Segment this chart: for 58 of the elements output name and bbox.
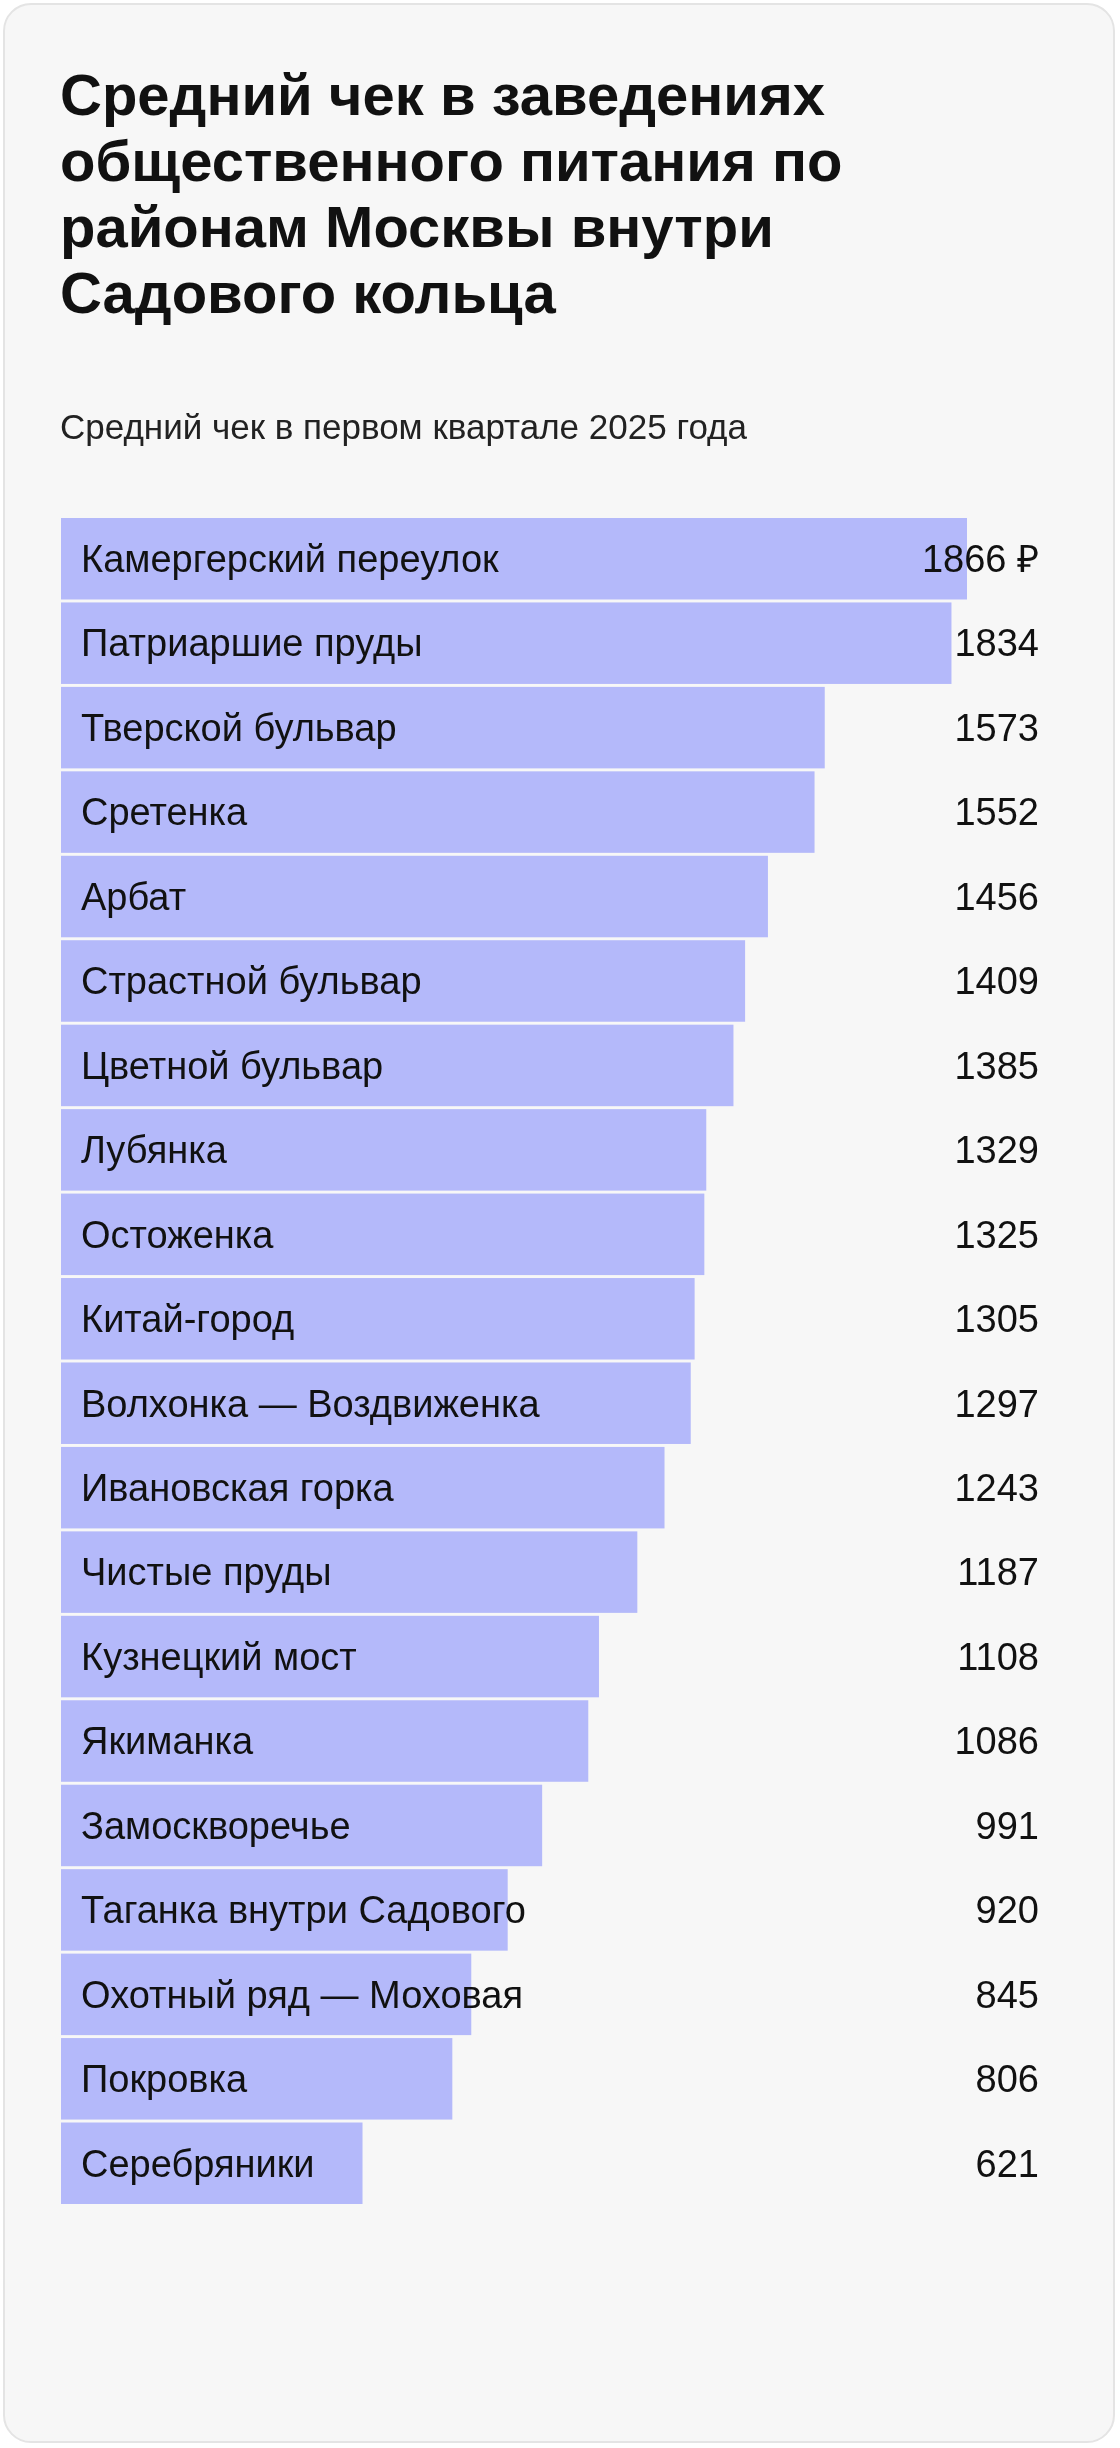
data-label: 1325	[954, 1213, 1039, 1256]
chart-subtitle: Средний чек в первом квартале 2025 года	[60, 406, 747, 448]
data-label: 1187	[957, 1551, 1039, 1594]
bar	[61, 686, 825, 769]
y-tick-label: Лубянка	[81, 1129, 228, 1172]
y-tick-label: Серебряники	[81, 2142, 315, 2185]
y-tick-label: Тверской бульвар	[81, 706, 397, 749]
y-tick-label: Чистые пруды	[81, 1551, 332, 1594]
data-label: 1456	[954, 875, 1039, 918]
bar	[61, 602, 952, 684]
data-label: 1086	[954, 1720, 1039, 1763]
bar	[61, 1784, 543, 1867]
bar	[61, 1024, 734, 1107]
y-tick-label: Цветной бульвар	[81, 1044, 384, 1087]
data-label: 1866 ₽	[921, 538, 1039, 581]
y-tick-label: Китай-город	[81, 1298, 295, 1341]
bar	[61, 940, 746, 1022]
data-label: 1552	[954, 791, 1039, 834]
y-tick-label: Кузнецкий мост	[81, 1635, 357, 1678]
data-label: 1573	[954, 706, 1039, 749]
bar	[61, 1446, 665, 1529]
data-label: 806	[975, 2058, 1039, 2101]
bar	[61, 771, 815, 853]
data-label: 1385	[954, 1044, 1039, 1087]
bar	[61, 855, 768, 938]
y-tick-label: Таганка внутри Садового	[81, 1889, 526, 1932]
data-label: 1329	[954, 1129, 1039, 1172]
y-tick-label: Арбат	[81, 875, 187, 918]
bar	[61, 1700, 589, 1782]
data-label: 621	[975, 2142, 1039, 2185]
data-label: 991	[975, 1804, 1039, 1847]
bar	[61, 1615, 599, 1698]
data-label: 1243	[954, 1466, 1039, 1509]
bar	[61, 1109, 707, 1191]
y-tick-label: Волхонка — Воздвиженка	[81, 1382, 541, 1425]
y-tick-label: Остоженка	[81, 1213, 275, 1256]
y-tick-label: Камергерский переулок	[81, 538, 500, 581]
y-tick-label: Замоскворечье	[81, 1804, 351, 1847]
bar	[61, 1362, 691, 1444]
data-label: 920	[975, 1889, 1039, 1932]
data-label: 1305	[954, 1298, 1039, 1341]
chart-title: Средний чек в заведениях общественного питания по районам Москвы внутри Садового кольца	[60, 62, 844, 326]
data-label: 1108	[957, 1635, 1039, 1678]
bar	[61, 1278, 695, 1360]
y-tick-label: Сретенка	[81, 791, 248, 834]
y-tick-label: Ивановская горка	[81, 1466, 395, 1509]
y-tick-label: Страстной бульвар	[81, 960, 422, 1003]
data-label: 1409	[954, 960, 1039, 1003]
y-tick-label: Якиманка	[81, 1720, 254, 1763]
y-tick-label: Патриаршие пруды	[81, 622, 423, 665]
bar	[61, 1531, 638, 1613]
data-label: 1834	[954, 622, 1039, 665]
bar	[61, 2038, 453, 2120]
data-label: 845	[975, 1973, 1039, 2016]
bar	[61, 1193, 705, 1276]
y-tick-label: Охотный ряд — Моховая	[81, 1973, 524, 2016]
data-label: 1297	[954, 1382, 1039, 1425]
y-tick-label: Покровка	[81, 2058, 248, 2101]
